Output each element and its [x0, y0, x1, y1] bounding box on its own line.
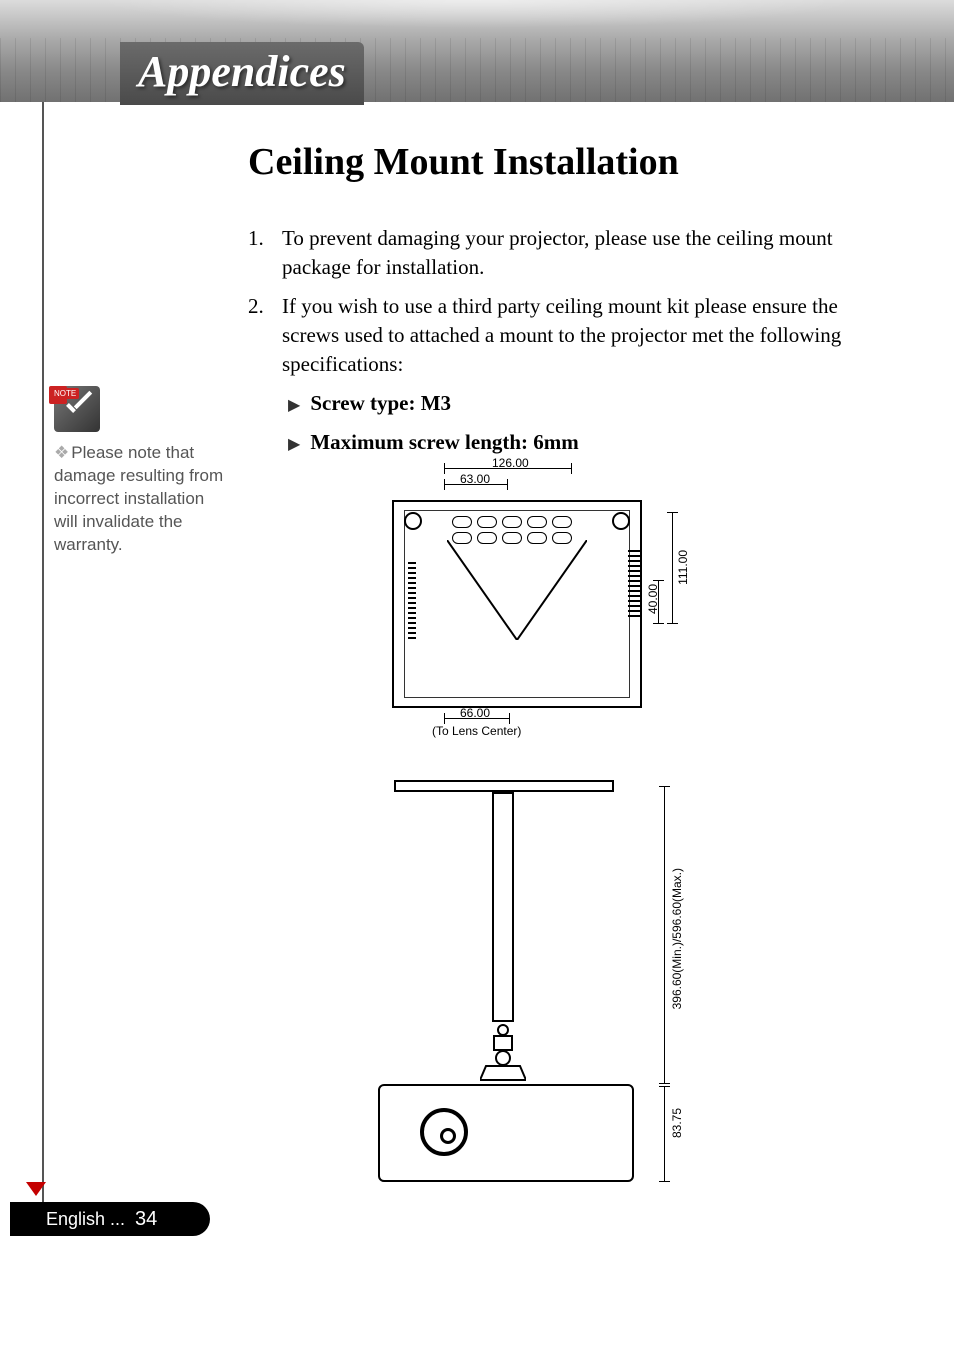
left-margin-rule	[42, 102, 44, 1204]
spec-item-screw-length: ▶ Maximum screw length: 6mm	[288, 428, 888, 457]
dim-height-label: 396.60(Min.)/596.60(Max.)	[670, 868, 684, 1009]
dim-line-111	[672, 512, 673, 624]
projector-lens	[420, 1108, 468, 1156]
item-number: 2.	[248, 292, 272, 379]
ceiling-plate	[394, 780, 614, 792]
diagram-bottom-view: 126.00 63.00 111.00 40.00 66.00 (To Lens…	[364, 460, 704, 760]
note-body: Please note that damage resulting from i…	[54, 443, 223, 554]
triangle-bullet-icon: ▶	[288, 395, 300, 417]
checkmark-icon	[62, 392, 96, 426]
triangle-bullet-icon: ▶	[288, 434, 300, 456]
dim-66-label: 66.00	[460, 706, 490, 720]
instruction-item-1: 1. To prevent damaging your projector, p…	[248, 224, 888, 282]
instruction-item-2: 2. If you wish to use a third party ceil…	[248, 292, 888, 379]
spec-text: Maximum screw length: 6mm	[310, 428, 578, 457]
spec-text: Screw type: M3	[310, 389, 451, 418]
dim-63-label: 63.00	[460, 472, 490, 486]
diamond-bullet-icon: ❖	[54, 443, 69, 462]
diagram-side-view: 396.60(Min.)/596.60(Max.) 83.75	[364, 778, 704, 1194]
item-text: To prevent damaging your projector, plea…	[282, 224, 888, 282]
note-icon: NOTE	[54, 386, 100, 432]
footer-page-pill: English ... 34	[10, 1202, 210, 1236]
side-grill	[628, 550, 642, 620]
spec-item-screw-type: ▶ Screw type: M3	[288, 389, 888, 418]
note-text: ❖Please note that damage resulting from …	[54, 442, 232, 557]
mount-hole	[612, 512, 630, 530]
dim-126-label: 126.00	[492, 456, 529, 470]
v-shape	[447, 540, 587, 640]
lens-center-label: (To Lens Center)	[432, 724, 521, 738]
chapter-title: Appendices	[120, 42, 364, 105]
footer-language: English ...	[46, 1209, 125, 1230]
side-grill	[408, 562, 416, 642]
projector-outline	[392, 500, 642, 708]
page-container: Appendices Ceiling Mount Installation 1.…	[0, 0, 954, 1352]
dim-line-proj-height	[664, 1086, 665, 1182]
dim-line-height	[664, 786, 665, 1084]
instruction-list: 1. To prevent damaging your projector, p…	[248, 224, 888, 467]
dim-40-label: 40.00	[646, 584, 660, 614]
footer-page-number: 34	[135, 1208, 157, 1231]
mount-pivot	[480, 1022, 526, 1084]
note-callout: NOTE ❖Please note that damage resulting …	[54, 386, 232, 557]
dim-111-label: 111.00	[676, 550, 690, 585]
mount-pole	[492, 792, 514, 1022]
item-number: 1.	[248, 224, 272, 282]
item-text: If you wish to use a third party ceiling…	[282, 292, 888, 379]
mount-hole	[404, 512, 422, 530]
footer-arrow-icon	[26, 1182, 46, 1196]
spec-list: ▶ Screw type: M3 ▶ Maximum screw length:…	[288, 389, 888, 457]
page-title: Ceiling Mount Installation	[248, 140, 679, 184]
dim-proj-height-label: 83.75	[670, 1108, 684, 1138]
projector-side	[378, 1084, 634, 1182]
